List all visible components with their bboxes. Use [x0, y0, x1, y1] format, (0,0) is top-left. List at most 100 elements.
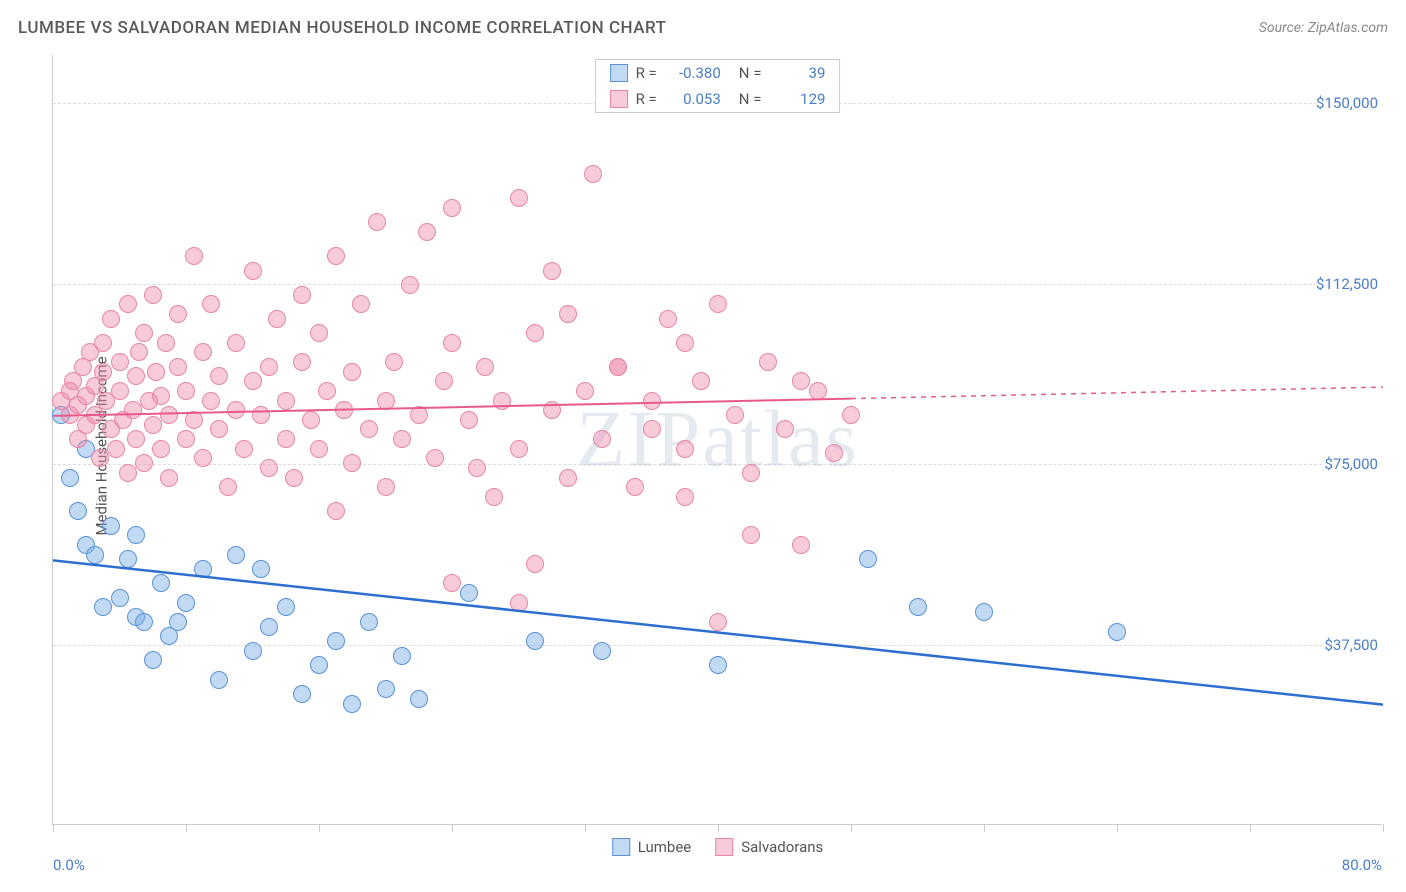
watermark-text: ZIPatlas: [576, 394, 859, 485]
data-point: [152, 440, 170, 458]
data-point: [1108, 623, 1126, 641]
data-point: [692, 372, 710, 390]
data-point: [210, 420, 228, 438]
data-point: [86, 406, 104, 424]
data-point: [260, 618, 278, 636]
gridline: [53, 464, 1382, 465]
data-point: [152, 387, 170, 405]
data-point: [792, 372, 810, 390]
data-point: [742, 464, 760, 482]
data-point: [244, 262, 262, 280]
data-point: [510, 189, 528, 207]
data-point: [127, 430, 145, 448]
data-point: [144, 651, 162, 669]
data-point: [709, 295, 727, 313]
data-point: [643, 392, 661, 410]
data-point: [260, 358, 278, 376]
data-point: [310, 440, 328, 458]
legend-item: Salvadorans: [715, 838, 823, 856]
y-tick-label: $37,500: [1324, 636, 1386, 654]
data-point: [410, 406, 428, 424]
data-point: [310, 656, 328, 674]
data-point: [859, 550, 877, 568]
data-point: [759, 353, 777, 371]
n-label: N =: [739, 90, 762, 108]
data-point: [147, 363, 165, 381]
x-tick: [984, 824, 985, 832]
data-point: [160, 406, 178, 424]
data-point: [102, 517, 120, 535]
data-point: [510, 440, 528, 458]
x-tick: [718, 824, 719, 832]
data-point: [210, 367, 228, 385]
data-point: [135, 454, 153, 472]
data-point: [119, 464, 137, 482]
data-point: [244, 642, 262, 660]
data-point: [327, 247, 345, 265]
data-point: [443, 199, 461, 217]
data-point: [460, 411, 478, 429]
data-point: [277, 392, 295, 410]
data-point: [194, 449, 212, 467]
data-point: [526, 555, 544, 573]
data-point: [676, 488, 694, 506]
data-point: [277, 430, 295, 448]
data-point: [144, 416, 162, 434]
legend-series-name: Lumbee: [638, 838, 692, 856]
legend-series-name: Salvadorans: [741, 838, 823, 856]
data-point: [235, 440, 253, 458]
data-point: [318, 382, 336, 400]
n-value: 39: [769, 64, 825, 82]
data-point: [742, 526, 760, 544]
data-point: [485, 488, 503, 506]
x-tick: [53, 824, 54, 832]
data-point: [343, 454, 361, 472]
data-point: [177, 594, 195, 612]
x-tick: [1250, 824, 1251, 832]
data-point: [124, 401, 142, 419]
data-point: [626, 478, 644, 496]
data-point: [368, 213, 386, 231]
trend-lines-svg: [53, 55, 1383, 825]
data-point: [152, 574, 170, 592]
data-point: [559, 305, 577, 323]
data-point: [842, 406, 860, 424]
data-point: [91, 449, 109, 467]
data-point: [169, 305, 187, 323]
data-point: [202, 392, 220, 410]
data-point: [61, 469, 79, 487]
data-point: [94, 598, 112, 616]
data-point: [526, 324, 544, 342]
data-point: [709, 656, 727, 674]
data-point: [127, 367, 145, 385]
data-point: [593, 642, 611, 660]
data-point: [393, 430, 411, 448]
data-point: [169, 358, 187, 376]
y-tick-label: $150,000: [1316, 94, 1386, 112]
legend-swatch: [715, 838, 733, 856]
data-point: [310, 324, 328, 342]
data-point: [219, 478, 237, 496]
r-value: -0.380: [665, 64, 721, 82]
data-point: [144, 286, 162, 304]
correlation-stats-legend: R =-0.380N =39R =0.053N =129: [595, 59, 841, 113]
data-point: [260, 459, 278, 477]
data-point: [194, 343, 212, 361]
legend-swatch: [610, 64, 628, 82]
data-point: [177, 382, 195, 400]
r-label: R =: [636, 90, 657, 108]
x-tick: [1117, 824, 1118, 832]
data-point: [285, 469, 303, 487]
legend-swatch: [612, 838, 630, 856]
data-point: [293, 353, 311, 371]
data-point: [468, 459, 486, 477]
data-point: [343, 363, 361, 381]
x-axis-max-label: 80.0%: [1342, 856, 1382, 874]
data-point: [776, 420, 794, 438]
data-point: [576, 382, 594, 400]
data-point: [825, 444, 843, 462]
data-point: [210, 671, 228, 689]
data-point: [111, 382, 129, 400]
data-point: [443, 574, 461, 592]
data-point: [268, 310, 286, 328]
